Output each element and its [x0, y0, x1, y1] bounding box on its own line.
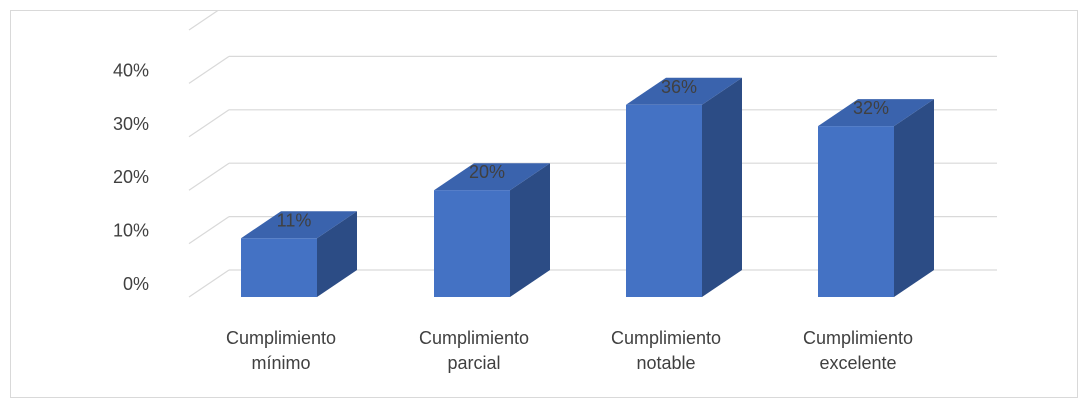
data-label: 36%: [661, 77, 697, 97]
chart-frame: 0% 10% 20% 30% 40% 11% 20% 36% 32% Cumplimiento…: [10, 10, 1078, 398]
bar: [241, 211, 357, 297]
bar-front: [626, 104, 702, 297]
bar-front: [434, 190, 510, 297]
gridline-depth: [188, 11, 219, 31]
bar-top: [241, 211, 357, 239]
bar: [434, 163, 550, 297]
gridline-depth: [188, 55, 230, 84]
bar-chart: 0% 10% 20% 30% 40% 11% 20% 36% 32% Cumplimiento…: [113, 11, 997, 373]
bar-top: [626, 77, 742, 105]
gridline-depth: [188, 216, 230, 245]
gridline-depth: [188, 109, 230, 138]
bar-side: [894, 99, 934, 298]
y-tick-label: 20%: [113, 167, 149, 187]
data-label: 20%: [469, 162, 505, 182]
data-label: 32%: [853, 98, 889, 118]
gridline-depth: [188, 162, 230, 191]
category-label: Cumplimiento parcial: [419, 328, 529, 373]
y-tick-label: 30%: [113, 114, 149, 134]
data-label: 11%: [277, 210, 312, 230]
y-tick-label: 0%: [123, 274, 149, 294]
bar-front: [241, 238, 317, 297]
bar-top: [434, 163, 550, 191]
bar-side: [510, 163, 550, 297]
category-label: Cumplimiento notable: [611, 328, 721, 373]
bar-side: [317, 211, 357, 297]
y-tick-label: 10%: [113, 221, 149, 241]
data-labels: 11% 20% 36% 32%: [277, 77, 889, 230]
y-axis-ticks: 0% 10% 20% 30% 40%: [113, 60, 149, 294]
bars: [241, 77, 934, 298]
bar-front: [818, 126, 894, 298]
bar-side: [702, 77, 742, 297]
gridline-depth: [188, 269, 230, 298]
x-axis-categories: Cumplimiento mínimo Cumplimiento parcial Cum…: [226, 328, 913, 373]
bar-top: [818, 99, 934, 127]
category-label: Cumplimiento mínimo: [226, 328, 336, 373]
y-tick-label: 40%: [113, 60, 149, 80]
bar: [818, 99, 934, 298]
bar: [626, 77, 742, 297]
category-label: Cumplimiento excelente: [803, 328, 913, 373]
